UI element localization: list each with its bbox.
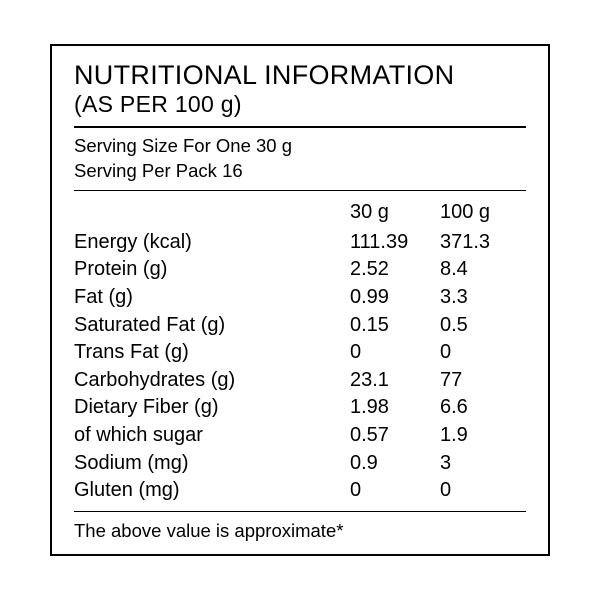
row-value-b: 0 (436, 477, 526, 505)
footnote: The above value is approximate* (74, 520, 526, 542)
header-col-b: 100 g (436, 199, 526, 227)
row-value-a: 0.9 (346, 450, 436, 478)
row-value-a: 0.15 (346, 312, 436, 340)
nutrition-panel: NUTRITIONAL INFORMATION (AS PER 100 g) S… (50, 44, 550, 555)
row-value-b: 0 (436, 339, 526, 367)
row-value-a: 0 (346, 339, 436, 367)
divider-bottom (74, 511, 526, 512)
panel-title: NUTRITIONAL INFORMATION (74, 60, 526, 91)
row-value-a: 0 (346, 477, 436, 505)
divider-mid (74, 190, 526, 191)
nutrition-table: 30 g 100 g Energy (kcal)111.39371.3Prote… (74, 199, 526, 505)
row-value-b: 8.4 (436, 256, 526, 284)
row-value-a: 23.1 (346, 367, 436, 395)
row-label: of which sugar (74, 422, 346, 450)
table-row: Fat (g)0.993.3 (74, 284, 526, 312)
row-value-b: 77 (436, 367, 526, 395)
table-row: of which sugar0.571.9 (74, 422, 526, 450)
table-row: Energy (kcal)111.39371.3 (74, 229, 526, 257)
row-value-a: 0.57 (346, 422, 436, 450)
serving-size-line: Serving Size For One 30 g (74, 134, 526, 159)
divider-top (74, 126, 526, 128)
row-label: Trans Fat (g) (74, 339, 346, 367)
row-value-b: 0.5 (436, 312, 526, 340)
serving-per-pack-line: Serving Per Pack 16 (74, 159, 526, 184)
row-value-b: 1.9 (436, 422, 526, 450)
row-value-a: 111.39 (346, 229, 436, 257)
table-row: Gluten (mg)00 (74, 477, 526, 505)
row-label: Carbohydrates (g) (74, 367, 346, 395)
table-row: Trans Fat (g)00 (74, 339, 526, 367)
table-row: Saturated Fat (g)0.150.5 (74, 312, 526, 340)
header-col-a: 30 g (346, 199, 436, 227)
header-blank (74, 199, 346, 227)
row-value-a: 0.99 (346, 284, 436, 312)
table-row: Sodium (mg)0.93 (74, 450, 526, 478)
table-row: Carbohydrates (g)23.177 (74, 367, 526, 395)
panel-subtitle: (AS PER 100 g) (74, 91, 526, 118)
row-value-a: 2.52 (346, 256, 436, 284)
row-value-a: 1.98 (346, 394, 436, 422)
row-label: Sodium (mg) (74, 450, 346, 478)
row-label: Energy (kcal) (74, 229, 346, 257)
row-label: Dietary Fiber (g) (74, 394, 346, 422)
table-row: Dietary Fiber (g)1.986.6 (74, 394, 526, 422)
row-label: Gluten (mg) (74, 477, 346, 505)
row-value-b: 3 (436, 450, 526, 478)
row-label: Saturated Fat (g) (74, 312, 346, 340)
row-value-b: 3.3 (436, 284, 526, 312)
row-value-b: 6.6 (436, 394, 526, 422)
row-label: Fat (g) (74, 284, 346, 312)
row-value-b: 371.3 (436, 229, 526, 257)
table-row: Protein (g)2.528.4 (74, 256, 526, 284)
row-label: Protein (g) (74, 256, 346, 284)
table-header-row: 30 g 100 g (74, 199, 526, 227)
